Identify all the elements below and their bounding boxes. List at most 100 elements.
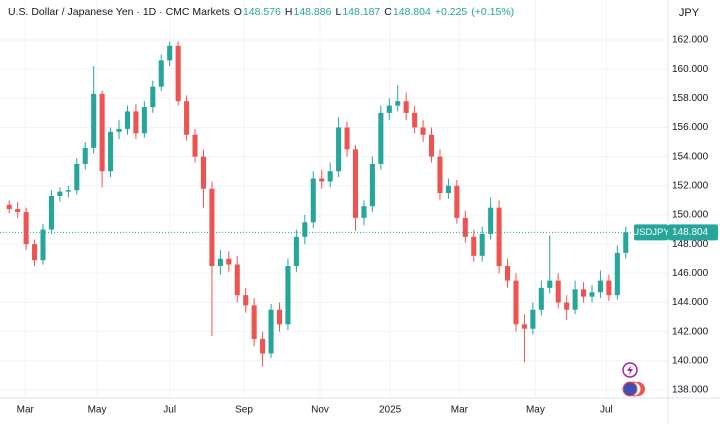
x-tick-label: Jul: [600, 405, 613, 416]
x-tick-label: Sep: [235, 405, 253, 416]
candle-body: [623, 232, 629, 253]
candle-body: [57, 191, 63, 197]
candle-body: [276, 309, 283, 325]
x-tick-label: May: [88, 405, 107, 416]
y-tick-label: 138.000: [672, 385, 709, 396]
icons: [622, 362, 645, 397]
candle-body: [581, 289, 587, 297]
candle-body: [141, 107, 147, 134]
candle-body: [589, 292, 595, 297]
y-tick-label: 152.000: [672, 180, 709, 191]
candle-body: [48, 196, 54, 230]
candle-body: [15, 209, 21, 213]
legend: U.S. Dollar / Japanese Yen · 1D · CMC Ma…: [8, 6, 514, 18]
candle-body: [361, 206, 367, 218]
candle-body: [234, 264, 240, 296]
flag-icon[interactable]: [622, 381, 638, 397]
candle-body: [6, 204, 12, 210]
candle-body: [336, 127, 342, 172]
candle-body: [378, 112, 384, 164]
candle-body: [260, 338, 266, 354]
candle-body: [547, 280, 553, 288]
candle-body: [32, 244, 38, 261]
legend-value: 148.804: [393, 6, 431, 18]
candle-body: [471, 236, 477, 256]
candle-body: [597, 280, 603, 293]
candle-body: [403, 101, 409, 113]
legend-value: 148.187: [342, 6, 380, 18]
candle-body: [319, 178, 325, 182]
x-tick-label: Mar: [451, 405, 469, 416]
candle-body: [217, 258, 223, 267]
candle-body: [158, 60, 164, 87]
candle-body: [99, 93, 105, 172]
candle-body: [65, 190, 71, 192]
candle-body: [200, 156, 207, 189]
ticker-tag: [634, 224, 668, 241]
legend-key: H: [285, 6, 293, 18]
candle-body: [268, 309, 274, 354]
candle-body: [344, 127, 350, 150]
legend-key: C: [384, 6, 392, 18]
price-tag-label: 148.804: [672, 227, 709, 238]
candle-body: [243, 295, 249, 306]
y-tick-label: 148.000: [672, 239, 709, 250]
x-tick-label: Mar: [17, 405, 35, 416]
candle-body: [614, 252, 620, 296]
y-tick-label: 160.000: [672, 64, 709, 75]
candle-body: [285, 266, 291, 325]
legend-value: 148.886: [294, 6, 332, 18]
candle-body: [23, 212, 29, 245]
candle-body: [538, 287, 544, 310]
candle-body: [175, 45, 181, 102]
x-tick-label: 2025: [379, 405, 402, 416]
x-tick-label: May: [526, 405, 545, 416]
candle-body: [302, 222, 308, 237]
candle-body: [496, 207, 502, 267]
candle-body: [412, 112, 418, 128]
candle-body: [606, 280, 612, 296]
y-tick-label: 142.000: [672, 326, 709, 337]
candle-body: [445, 185, 451, 194]
candle-body: [488, 207, 494, 234]
candle-body: [572, 289, 578, 310]
candle-body: [184, 101, 190, 135]
currency-label: JPY: [679, 7, 700, 19]
candle-body: [479, 233, 485, 256]
y-tick-label: 156.000: [672, 122, 709, 133]
candle-body: [352, 149, 359, 218]
candle-body: [420, 127, 426, 135]
legend-key: L: [335, 6, 341, 18]
candle-body: [521, 324, 527, 329]
candle-body: [555, 280, 561, 303]
candle-body: [226, 258, 232, 265]
candle-body: [327, 171, 333, 182]
candle-body: [133, 111, 139, 134]
candle-body: [386, 105, 392, 113]
symbol-title: U.S. Dollar / Japanese Yen · 1D · CMC Ma…: [8, 6, 230, 18]
y-tick-label: 158.000: [672, 93, 709, 104]
candle-body: [209, 188, 215, 267]
candle-body: [150, 86, 156, 108]
legend-value: 148.576: [243, 6, 281, 18]
candle-body: [82, 147, 88, 164]
legend-key: O: [234, 6, 242, 18]
price-tag: [668, 224, 718, 241]
candle-body: [369, 163, 375, 207]
candle-body: [462, 217, 468, 237]
candle-body: [513, 280, 519, 325]
candle-body: [251, 305, 257, 339]
lightning-glyph: [627, 365, 633, 375]
x-tick-label: Nov: [311, 405, 329, 416]
y-tick-label: 140.000: [672, 355, 709, 366]
y-tick-label: 144.000: [672, 297, 709, 308]
y-tick-label: 162.000: [672, 35, 709, 46]
candle-body: [293, 236, 299, 267]
legend-change: +0.225: [435, 6, 468, 18]
candles: [6, 41, 629, 367]
candle-body: [116, 128, 122, 132]
candle-body: [167, 45, 173, 61]
